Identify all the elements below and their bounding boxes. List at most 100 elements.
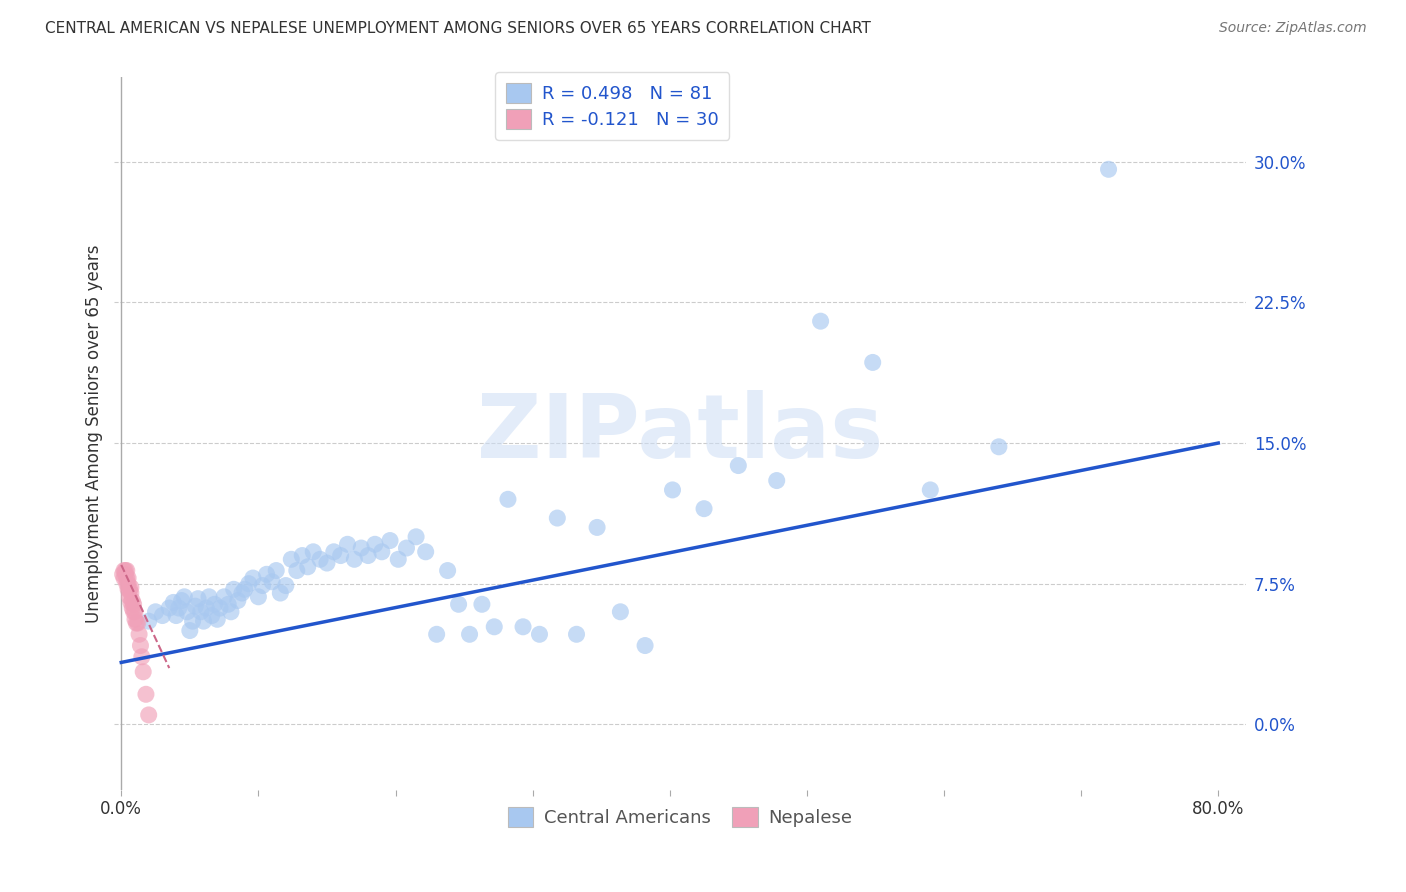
Point [122, 597, 145, 611]
Point [415, 545, 437, 559]
Point [131, 649, 153, 664]
Point [118, 582, 141, 597]
Point [395, 541, 418, 555]
Point [167, 601, 190, 615]
Point [121, 593, 143, 607]
Point [322, 545, 344, 559]
Point [117, 582, 139, 597]
Point [165, 608, 187, 623]
Point [117, 571, 139, 585]
Point [111, 567, 134, 582]
Point [187, 591, 209, 606]
Point [291, 549, 314, 563]
Point [357, 549, 380, 563]
Point [226, 593, 249, 607]
Point [862, 355, 884, 369]
Point [609, 605, 631, 619]
Point [447, 597, 470, 611]
Point [118, 590, 141, 604]
Point [122, 605, 145, 619]
Point [135, 687, 157, 701]
Point [484, 620, 506, 634]
Point [987, 440, 1010, 454]
Point [765, 474, 787, 488]
Point [297, 559, 319, 574]
Point [512, 620, 534, 634]
Point [193, 614, 215, 628]
Y-axis label: Unemployment Among Seniors over 65 years: Unemployment Among Seniors over 65 years [86, 244, 103, 623]
Point [145, 605, 167, 619]
Point [264, 564, 287, 578]
Point [128, 627, 150, 641]
Point [274, 578, 297, 592]
Point [586, 520, 609, 534]
Point [170, 593, 193, 607]
Legend: Central Americans, Nepalese: Central Americans, Nepalese [501, 800, 859, 834]
Point [269, 586, 291, 600]
Point [471, 597, 494, 611]
Point [121, 601, 143, 615]
Point [176, 605, 198, 619]
Point [336, 537, 359, 551]
Point [129, 639, 152, 653]
Point [115, 576, 138, 591]
Point [238, 576, 260, 591]
Point [280, 552, 302, 566]
Point [309, 552, 332, 566]
Point [252, 578, 274, 592]
Point [138, 614, 160, 628]
Point [112, 571, 135, 585]
Point [231, 586, 253, 600]
Point [350, 541, 373, 555]
Point [920, 483, 942, 497]
Point [179, 624, 201, 638]
Point [343, 552, 366, 566]
Point [204, 597, 226, 611]
Point [132, 665, 155, 679]
Point [184, 599, 207, 614]
Point [242, 571, 264, 585]
Point [124, 605, 146, 619]
Point [256, 567, 278, 582]
Point [364, 537, 387, 551]
Point [387, 552, 409, 566]
Point [198, 590, 221, 604]
Point [201, 608, 224, 623]
Point [127, 615, 149, 630]
Point [120, 595, 142, 609]
Point [262, 574, 284, 589]
Point [378, 533, 401, 548]
Point [405, 530, 427, 544]
Point [157, 601, 180, 615]
Point [426, 627, 449, 641]
Point [565, 627, 588, 641]
Point [496, 492, 519, 507]
Point [115, 564, 138, 578]
Point [162, 595, 184, 609]
Point [546, 511, 568, 525]
Point [125, 615, 148, 630]
Point [233, 582, 256, 597]
Text: ZIPatlas: ZIPatlas [477, 390, 883, 477]
Point [529, 627, 551, 641]
Point [115, 571, 138, 585]
Point [217, 597, 239, 611]
Point [208, 601, 231, 615]
Point [190, 605, 212, 619]
Point [436, 564, 458, 578]
Point [120, 581, 142, 595]
Point [173, 590, 195, 604]
Text: Source: ZipAtlas.com: Source: ZipAtlas.com [1219, 21, 1367, 36]
Point [1097, 162, 1119, 177]
Point [212, 590, 235, 604]
Point [114, 564, 136, 578]
Text: CENTRAL AMERICAN VS NEPALESE UNEMPLOYMENT AMONG SENIORS OVER 65 YEARS CORRELATIO: CENTRAL AMERICAN VS NEPALESE UNEMPLOYMEN… [45, 21, 870, 37]
Point [634, 639, 657, 653]
Point [124, 612, 146, 626]
Point [693, 501, 716, 516]
Point [117, 576, 139, 591]
Point [727, 458, 749, 473]
Point [810, 314, 832, 328]
Point [195, 601, 218, 615]
Point [114, 567, 136, 582]
